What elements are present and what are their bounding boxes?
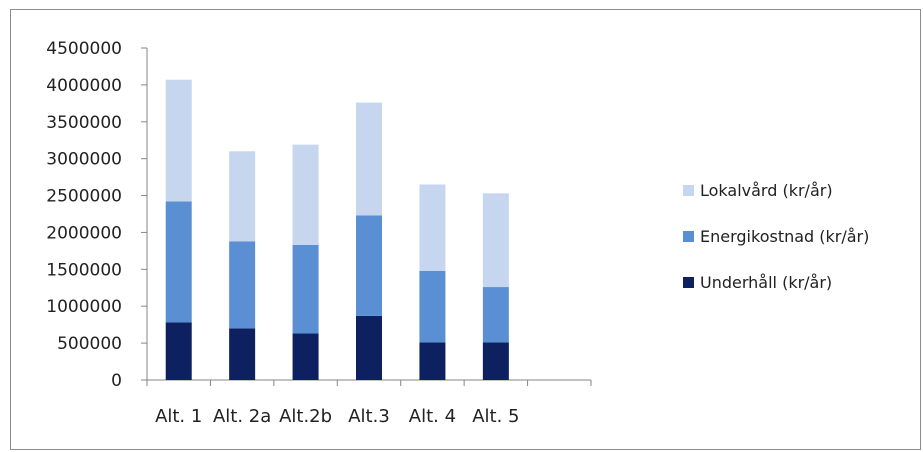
y-tick-label: 3500000: [46, 113, 122, 133]
legend-label: Underhåll (kr/år): [700, 273, 832, 292]
legend-swatch: [683, 185, 694, 196]
bar-segment-energikostnad: [356, 215, 382, 316]
y-tick-label: 2500000: [46, 187, 122, 207]
bar-segment-underhll: [482, 342, 509, 380]
x-category-label: Alt. 1: [155, 406, 202, 427]
y-tick-label: 1500000: [46, 260, 122, 280]
bar-segment-underhll: [292, 333, 319, 380]
bar-segment-lokalvrd: [229, 151, 256, 242]
x-axis: Alt. 1 Alt. 2a Alt.2b Alt.3 Alt. 4 Alt. 5: [146, 379, 592, 427]
y-tick-label: 1000000: [46, 297, 122, 317]
bar-segment-lokalvrd: [292, 144, 319, 245]
legend-label: Energikostnad (kr/år): [700, 227, 869, 246]
bar-segment-underhll: [356, 315, 382, 380]
legend-swatch: [683, 231, 694, 242]
x-category-label: Alt.3: [348, 406, 390, 427]
bar-segment-lokalvrd: [419, 184, 446, 271]
legend-swatch: [683, 277, 694, 288]
bar-segment-energikostnad: [229, 241, 256, 329]
x-category-label: Alt.2b: [279, 406, 332, 427]
x-category-label: Alt. 4: [409, 406, 456, 427]
bar-segment-lokalvrd: [165, 79, 192, 202]
y-tick-label: 4500000: [46, 39, 122, 59]
x-category-label: Alt. 2a: [213, 406, 271, 427]
chart-frame: [10, 9, 921, 450]
bar-segment-energikostnad: [165, 201, 192, 323]
y-tick-label: 0: [111, 371, 122, 391]
bar-segment-energikostnad: [292, 244, 319, 334]
legend-label: Lokalvård (kr/år): [700, 181, 833, 200]
y-tick-label: 3000000: [46, 150, 122, 170]
y-tick-label: 2000000: [46, 223, 122, 243]
x-category-label: Alt. 5: [472, 406, 519, 427]
bar-segment-energikostnad: [419, 270, 446, 343]
y-tick-label: 500000: [57, 334, 122, 354]
bar-segment-lokalvrd: [482, 193, 509, 288]
bar-segment-energikostnad: [482, 287, 509, 343]
bar-segment-lokalvrd: [356, 102, 382, 216]
bar-segment-underhll: [229, 328, 256, 380]
legend: Lokalvård (kr/år) Energikostnad (kr/år) Un…: [683, 181, 869, 292]
bar-stacks: [165, 79, 509, 380]
y-tick-label: 4000000: [46, 76, 122, 96]
bar-segment-underhll: [419, 342, 446, 380]
y-axis: 0 500000 1000000 1500000 2000000 2500000 30000…: [46, 39, 148, 391]
bar-segment-underhll: [165, 322, 192, 380]
